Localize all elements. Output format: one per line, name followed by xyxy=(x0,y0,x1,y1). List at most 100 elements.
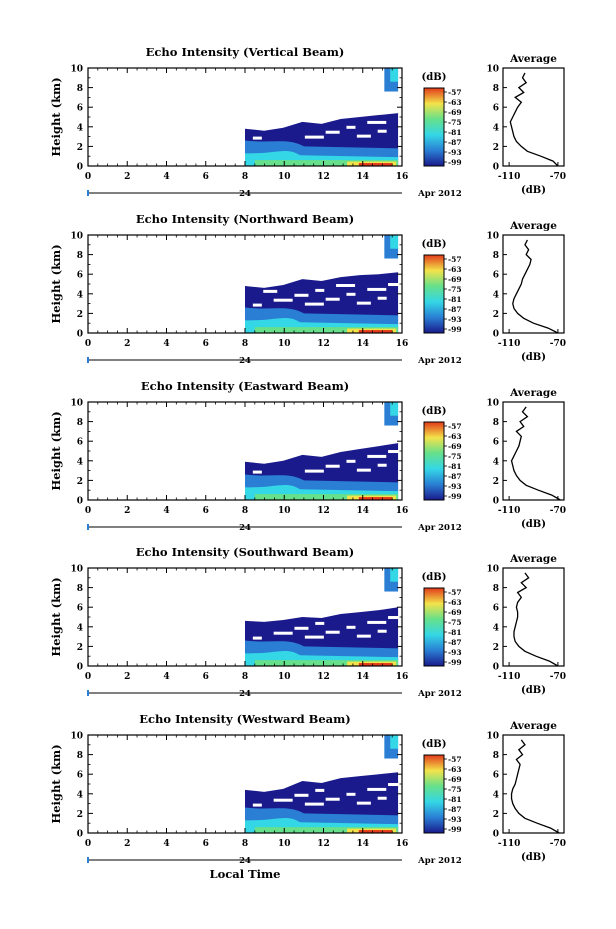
echo-gap xyxy=(304,635,324,639)
side-y-tick-label: 2 xyxy=(493,810,499,820)
x-tick-label: 8 xyxy=(242,839,248,849)
echo-gap xyxy=(377,796,387,800)
side-y-tick-label: 6 xyxy=(493,771,499,781)
echo-gap xyxy=(315,288,325,292)
y-tick-label: 6 xyxy=(77,271,83,281)
side-y-tick-label: 2 xyxy=(493,643,499,653)
x-tick-label: 16 xyxy=(396,506,409,516)
side-profile-title: Average xyxy=(509,387,557,399)
y-axis-label: Height (km) xyxy=(49,77,63,156)
colorbar-tick-label: -99 xyxy=(448,158,462,167)
day-label: 24 xyxy=(239,689,251,699)
echo-region-green xyxy=(254,160,399,166)
colorbar-tick-label: -63 xyxy=(448,432,462,441)
echo-gap xyxy=(294,626,309,630)
y-tick-label: 10 xyxy=(70,565,83,575)
side-profile: Average 0 2 4 6 8 10 -110 -70 (dB) xyxy=(486,387,566,530)
x-tick-label: 6 xyxy=(203,839,209,849)
side-x-tick-label: -70 xyxy=(550,506,566,516)
echo-patch-high-core xyxy=(390,568,399,582)
echo-region-red xyxy=(358,663,393,666)
side-x-tick-label: -110 xyxy=(498,172,521,182)
x-tick-label: 6 xyxy=(203,672,209,682)
echo-gap xyxy=(367,787,387,791)
day-label: 24 xyxy=(239,356,251,366)
y-tick-label: 6 xyxy=(77,771,83,781)
panel-4: Echo Intensity (Southward Beam) Height (k… xyxy=(49,545,566,699)
panel-title: Echo Intensity (Westward Beam) xyxy=(139,712,350,726)
date-label: Apr 2012 xyxy=(417,689,462,699)
colorbar-tick-label: -57 xyxy=(448,588,462,597)
echo-region-red xyxy=(358,497,393,500)
x-tick-label: 6 xyxy=(203,339,209,349)
side-y-tick-label: 10 xyxy=(486,232,499,242)
x-tick-label: 4 xyxy=(163,506,169,516)
echo-gap xyxy=(356,134,371,138)
side-profile-frame xyxy=(502,401,565,501)
colorbar-tick-label: -63 xyxy=(448,598,462,607)
x-tick-label: 12 xyxy=(317,672,330,682)
colorbar-tick-label: -93 xyxy=(448,648,462,657)
echo-gap xyxy=(377,463,387,467)
side-y-tick-label: 10 xyxy=(486,732,499,742)
echo-gap xyxy=(346,625,356,629)
echo-patch-high-core xyxy=(390,235,399,249)
y-tick-label: 4 xyxy=(77,790,83,800)
x-tick-label: 14 xyxy=(356,339,369,349)
side-y-tick-label: 4 xyxy=(493,290,499,300)
echo-region-green xyxy=(254,660,399,666)
y-tick-label: 6 xyxy=(77,604,83,614)
y-axis-label: Height (km) xyxy=(49,577,63,656)
profile-line xyxy=(510,739,560,834)
echo-gap xyxy=(325,297,340,301)
echo-gap xyxy=(263,289,278,293)
date-label: Apr 2012 xyxy=(417,189,462,199)
side-y-tick-label: 8 xyxy=(493,584,499,594)
colorbar-tick-label: -81 xyxy=(448,128,462,137)
colorbar xyxy=(423,754,445,834)
echo-gap xyxy=(252,470,262,474)
echo-gap xyxy=(388,783,403,787)
y-axis-label: Height (km) xyxy=(49,744,63,823)
colorbar-tick-label: -87 xyxy=(448,472,462,481)
y-tick-label: 4 xyxy=(77,123,83,133)
y-tick-label: 10 xyxy=(70,65,83,75)
y-axis-label: Height (km) xyxy=(49,411,63,490)
date-label: Apr 2012 xyxy=(417,856,462,866)
echo-gap xyxy=(294,793,309,797)
day-label: 24 xyxy=(239,523,251,533)
side-x-tick-label: -70 xyxy=(550,839,566,849)
x-tick-label: 4 xyxy=(163,339,169,349)
x-tick-label: 4 xyxy=(163,839,169,849)
panel-title: Echo Intensity (Eastward Beam) xyxy=(141,379,349,393)
echo-patch-high-core xyxy=(390,735,399,749)
echo-gap xyxy=(252,303,262,307)
echo-gap xyxy=(304,469,324,473)
echo-gap xyxy=(304,302,324,306)
colorbar xyxy=(423,87,445,167)
x-tick-label: 10 xyxy=(278,172,291,182)
side-x-tick-label: -110 xyxy=(498,672,521,682)
y-tick-label: 8 xyxy=(77,84,83,94)
side-y-tick-label: 8 xyxy=(493,84,499,94)
panel-1: Echo Intensity (Vertical Beam) Height (km… xyxy=(49,45,566,199)
side-y-tick-label: 2 xyxy=(493,477,499,487)
x-tick-label: 2 xyxy=(124,839,130,849)
echo-gap xyxy=(252,803,262,807)
echo-patch-high-core xyxy=(390,402,399,416)
echo-gap xyxy=(273,798,293,802)
y-tick-label: 0 xyxy=(77,663,83,673)
x-tick-label: 16 xyxy=(396,672,409,682)
colorbar-tick-label: -99 xyxy=(448,492,462,501)
echo-gap xyxy=(252,136,262,140)
side-y-tick-label: 10 xyxy=(486,399,499,409)
x-tick-label: 12 xyxy=(317,506,330,516)
x-tick-label: 0 xyxy=(85,339,91,349)
side-x-label: (dB) xyxy=(521,352,546,363)
side-x-tick-label: -110 xyxy=(498,506,521,516)
panel-5: Echo Intensity (Westward Beam) Height (km… xyxy=(49,712,566,866)
side-profile-title: Average xyxy=(509,53,557,65)
profile-line xyxy=(510,406,561,501)
y-tick-label: 10 xyxy=(70,399,83,409)
